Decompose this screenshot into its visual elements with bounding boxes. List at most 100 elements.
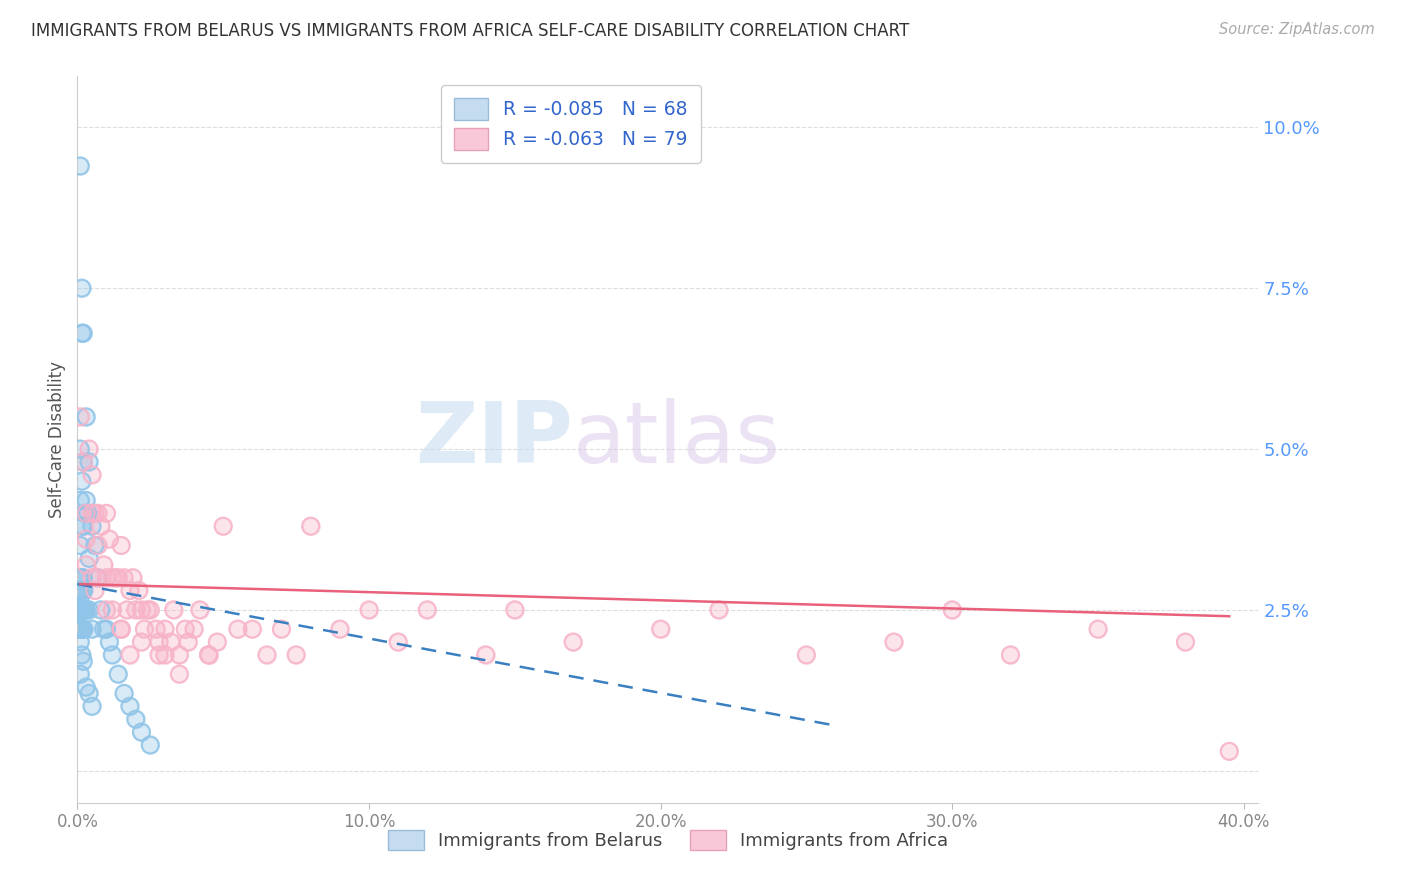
Point — [188, 603, 211, 617]
Point — [69, 493, 91, 508]
Point — [148, 648, 170, 662]
Point — [104, 571, 127, 585]
Point — [73, 506, 96, 520]
Point — [77, 686, 100, 700]
Point — [72, 622, 94, 636]
Point — [145, 622, 167, 636]
Point — [112, 686, 135, 700]
Point — [101, 603, 124, 617]
Point — [87, 539, 110, 553]
Point — [80, 467, 103, 482]
Point — [118, 699, 141, 714]
Point — [96, 506, 118, 520]
Point — [70, 622, 93, 636]
Point — [90, 519, 112, 533]
Point — [112, 686, 135, 700]
Point — [941, 603, 963, 617]
Point — [357, 603, 380, 617]
Point — [67, 571, 90, 585]
Point — [107, 667, 129, 681]
Point — [562, 635, 585, 649]
Point — [115, 603, 138, 617]
Point — [72, 455, 94, 469]
Point — [80, 622, 103, 636]
Point — [70, 326, 93, 340]
Point — [90, 603, 112, 617]
Point — [69, 442, 91, 456]
Point — [153, 622, 176, 636]
Point — [96, 571, 118, 585]
Point — [72, 571, 94, 585]
Point — [76, 506, 98, 520]
Point — [101, 571, 124, 585]
Point — [474, 648, 496, 662]
Point — [128, 583, 150, 598]
Text: Source: ZipAtlas.com: Source: ZipAtlas.com — [1219, 22, 1375, 37]
Point — [128, 583, 150, 598]
Point — [1000, 648, 1022, 662]
Point — [1000, 648, 1022, 662]
Point — [67, 622, 90, 636]
Point — [75, 680, 97, 694]
Point — [83, 539, 105, 553]
Point — [69, 442, 91, 456]
Point — [76, 506, 98, 520]
Point — [212, 519, 235, 533]
Point — [299, 519, 322, 533]
Point — [197, 648, 219, 662]
Point — [153, 648, 176, 662]
Point — [67, 603, 90, 617]
Point — [503, 603, 526, 617]
Point — [87, 571, 110, 585]
Point — [75, 506, 97, 520]
Point — [73, 622, 96, 636]
Point — [139, 603, 162, 617]
Point — [87, 506, 110, 520]
Point — [67, 622, 90, 636]
Point — [357, 603, 380, 617]
Point — [1174, 635, 1197, 649]
Point — [101, 571, 124, 585]
Point — [72, 603, 94, 617]
Point — [70, 603, 93, 617]
Point — [75, 558, 97, 572]
Point — [177, 635, 200, 649]
Point — [162, 603, 184, 617]
Point — [69, 583, 91, 598]
Point — [796, 648, 818, 662]
Point — [70, 603, 93, 617]
Point — [72, 519, 94, 533]
Point — [72, 571, 94, 585]
Point — [72, 455, 94, 469]
Point — [67, 583, 90, 598]
Point — [707, 603, 730, 617]
Point — [83, 506, 105, 520]
Point — [197, 648, 219, 662]
Point — [69, 159, 91, 173]
Point — [118, 648, 141, 662]
Point — [96, 603, 118, 617]
Point — [1087, 622, 1109, 636]
Point — [1087, 622, 1109, 636]
Point — [183, 622, 205, 636]
Point — [70, 519, 93, 533]
Point — [118, 648, 141, 662]
Point — [90, 519, 112, 533]
Point — [131, 603, 153, 617]
Point — [1218, 744, 1240, 758]
Point — [75, 558, 97, 572]
Point — [107, 667, 129, 681]
Text: atlas: atlas — [574, 398, 782, 481]
Point — [883, 635, 905, 649]
Point — [1174, 635, 1197, 649]
Point — [75, 506, 97, 520]
Point — [104, 571, 127, 585]
Point — [174, 622, 197, 636]
Point — [159, 635, 181, 649]
Point — [69, 667, 91, 681]
Point — [110, 622, 132, 636]
Point — [69, 635, 91, 649]
Point — [207, 635, 229, 649]
Point — [93, 622, 115, 636]
Point — [73, 583, 96, 598]
